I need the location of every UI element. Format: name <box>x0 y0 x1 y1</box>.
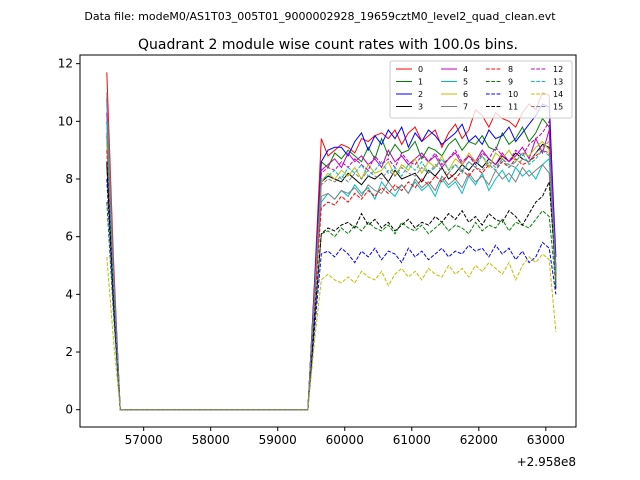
series-line-15 <box>106 132 557 411</box>
series-line-11 <box>106 161 557 411</box>
legend-label-8: 8 <box>508 65 513 74</box>
y-tick-label: 4 <box>65 287 73 301</box>
x-tick-label: 59000 <box>259 433 297 447</box>
y-tick-label: 6 <box>65 230 73 244</box>
x-tick-label: 61000 <box>393 433 431 447</box>
legend-box <box>389 60 573 119</box>
legend-label-13: 13 <box>553 78 563 87</box>
chart-suptitle: Data file: modeM0/AS1T03_005T01_90000029… <box>84 10 556 23</box>
legend-label-5: 5 <box>463 78 468 87</box>
plot-frame <box>79 54 577 428</box>
series-line-13 <box>106 121 557 411</box>
legend-label-7: 7 <box>463 103 468 112</box>
x-tick-label: 60000 <box>326 433 364 447</box>
series-line-14 <box>106 253 557 411</box>
y-tick-label: 10 <box>58 114 73 128</box>
series-line-7 <box>106 92 557 411</box>
series-line-9 <box>106 202 557 411</box>
legend-label-9: 9 <box>508 78 513 87</box>
legend-label-15: 15 <box>553 103 563 112</box>
legend-label-3: 3 <box>418 103 423 112</box>
y-tick-label: 8 <box>65 172 73 186</box>
y-tick-label: 2 <box>65 345 73 359</box>
series-line-10 <box>106 178 557 411</box>
y-tick-label: 12 <box>58 57 73 71</box>
x-tick-label: 57000 <box>125 433 163 447</box>
x-tick-label: 58000 <box>192 433 230 447</box>
x-offset-label: +2.958e8 <box>517 455 576 469</box>
series-line-0 <box>106 72 557 411</box>
legend-label-12: 12 <box>553 65 563 74</box>
series-line-12 <box>106 119 557 411</box>
x-tick-label: 63000 <box>527 433 565 447</box>
legend-label-2: 2 <box>418 90 423 99</box>
series-line-5 <box>106 121 557 411</box>
legend-label-10: 10 <box>508 90 518 99</box>
series-line-6 <box>106 140 557 411</box>
series-line-4 <box>106 112 557 411</box>
x-tick-label: 62000 <box>460 433 498 447</box>
legend-label-0: 0 <box>418 65 423 74</box>
legend-label-4: 4 <box>463 65 468 74</box>
legend-label-11: 11 <box>508 103 518 112</box>
series-line-2 <box>106 98 557 411</box>
legend-label-14: 14 <box>553 90 563 99</box>
chart-title: Quadrant 2 module wise count rates with … <box>138 37 518 53</box>
y-tick-label: 0 <box>65 403 73 417</box>
legend-label-6: 6 <box>463 90 468 99</box>
legend-label-1: 1 <box>418 78 423 87</box>
